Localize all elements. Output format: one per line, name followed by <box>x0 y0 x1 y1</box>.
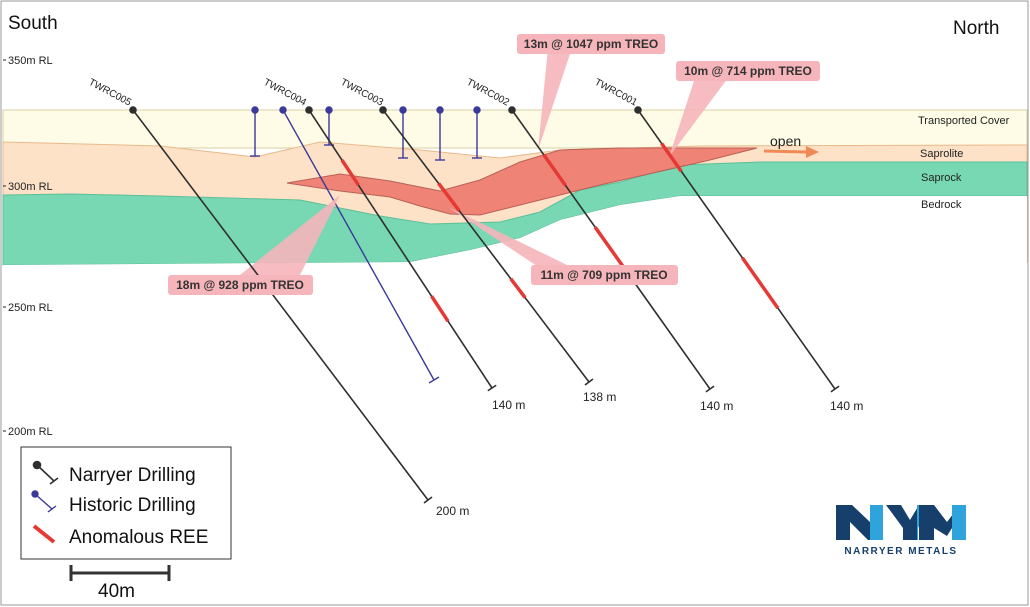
rl-350: 350m RL <box>8 55 53 67</box>
hole-depth-label: 138 m <box>583 390 616 404</box>
scale-bar <box>69 565 171 581</box>
anomalous-ree-interval <box>740 256 780 310</box>
open-label: open <box>770 133 801 149</box>
historic-inclined-hole <box>279 106 440 384</box>
rl-200: 200m RL <box>8 426 53 438</box>
ree-zone <box>286 147 758 216</box>
rl-250: 250m RL <box>8 302 53 314</box>
hole-depth-label: 140 m <box>830 399 863 413</box>
legend-anomalous-symbol <box>32 524 56 544</box>
label-bedrock: Bedrock <box>921 199 962 211</box>
label-saprolite: Saprolite <box>920 148 963 160</box>
legend-historic-label: Historic Drilling <box>69 495 196 516</box>
hole-end-tick <box>487 384 497 392</box>
logo-company-name: NARRYER METALS <box>844 546 957 557</box>
hole-end-tick <box>830 385 840 393</box>
legend-anomalous-label: Anomalous REE <box>69 527 208 548</box>
legend-narryer-symbol <box>32 460 59 485</box>
nym-logo: NARRYER METALS <box>836 505 966 557</box>
hole-trace <box>132 109 429 501</box>
south-label: South <box>8 13 58 34</box>
anomalous-ree-interval <box>430 295 450 323</box>
intercept-twrc001: 10m @ 714 ppm TREO <box>684 64 812 78</box>
scale-bar-label: 40m <box>98 581 135 602</box>
intercept-twrc004: 18m @ 928 ppm TREO <box>176 278 304 292</box>
collar-marker <box>379 106 387 114</box>
anomalous-ree-interval <box>660 142 683 173</box>
rl-300: 300m RL <box>8 181 53 193</box>
collar-marker <box>634 106 642 114</box>
collar-marker <box>508 106 516 114</box>
anomalous-ree-interval <box>593 226 625 268</box>
legend: Narryer Drilling Historic Drilling Anoma… <box>20 446 232 560</box>
rl-axis: 350m RL 300m RL 250m RL 200m RL <box>3 55 53 438</box>
transported-cover-layer <box>2 109 1028 149</box>
anomalous-ree-interval <box>509 277 527 299</box>
hole-trace <box>382 109 590 383</box>
legend-narryer-label: Narryer Drilling <box>69 465 196 486</box>
callout-boxes: 13m @ 1047 ppm TREO 10m @ 714 ppm TREO 1… <box>168 34 820 295</box>
collar-marker <box>305 106 313 114</box>
anomalous-ree-interval <box>437 182 461 212</box>
anomalous-ree-interval <box>340 159 360 187</box>
hole-end-tick <box>705 385 715 393</box>
intercept-twrc003: 11m @ 709 ppm TREO <box>540 268 667 282</box>
hole-depth-label: 140 m <box>700 399 733 413</box>
hole-end-tick <box>423 496 433 504</box>
hole-end-tick <box>584 378 594 386</box>
layer-labels: Transported Cover Saprolite Saprock Bedr… <box>918 115 1010 211</box>
collar-marker <box>129 106 137 114</box>
logo-mark <box>836 505 966 540</box>
open-arrow: open <box>763 133 819 158</box>
label-transported-cover: Transported Cover <box>918 115 1010 127</box>
hole-trace <box>308 109 493 389</box>
north-label: North <box>953 18 999 39</box>
callout-wedges <box>240 48 728 282</box>
intercept-twrc002: 13m @ 1047 ppm TREO <box>524 37 658 51</box>
label-saprock: Saprock <box>921 172 962 184</box>
legend-historic-symbol <box>31 490 57 513</box>
hole-depth-label: 140 m <box>492 398 525 412</box>
anomalous-ree-interval <box>542 153 567 187</box>
hole-depth-label: 200 m <box>436 504 469 518</box>
